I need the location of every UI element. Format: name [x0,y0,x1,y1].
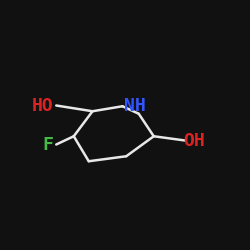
Text: HO: HO [32,97,54,115]
Text: F: F [43,136,54,154]
Text: OH: OH [184,132,206,150]
Text: NH: NH [124,97,146,115]
